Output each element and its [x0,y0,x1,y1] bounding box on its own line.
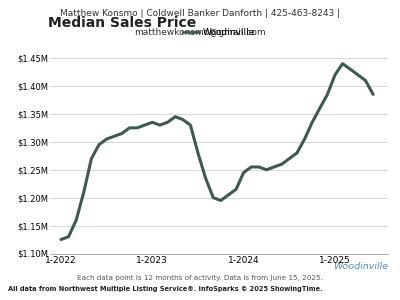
Text: matthewkonsmo@gmail.com: matthewkonsmo@gmail.com [134,28,266,37]
Text: Woodinville: Woodinville [333,262,388,271]
Text: Each data point is 12 months of activity. Data is from June 15, 2025.: Each data point is 12 months of activity… [77,275,323,281]
Text: All data from Northwest Multiple Listing Service®. InfoSparks © 2025 ShowingTime: All data from Northwest Multiple Listing… [8,286,323,292]
Legend: Woodinville: Woodinville [179,25,259,41]
Text: Matthew Konsmo | Coldwell Banker Danforth | 425-463-8243 |: Matthew Konsmo | Coldwell Banker Danfort… [60,8,340,17]
Text: Median Sales Price: Median Sales Price [48,16,196,30]
